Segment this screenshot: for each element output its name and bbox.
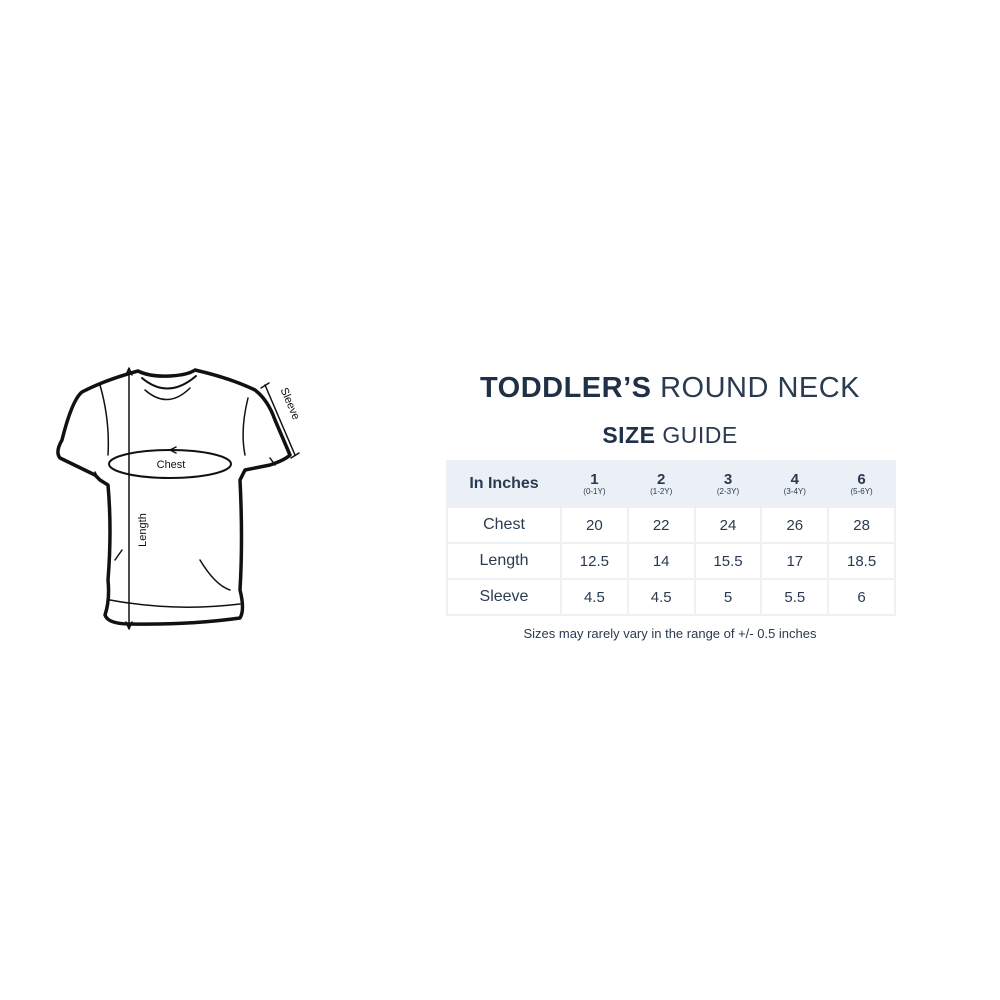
length-label: Length [137,513,149,547]
title-bold: TODDLER’S [479,372,652,404]
table-header-row: In Inches 1 (0-1Y) 2 (1-2Y) 3 (2-3Y) 4 (3-4Y… [446,460,896,508]
table-cell: 5 [693,578,763,616]
sleeve-measure-line [264,384,296,456]
sleeve-label: Sleeve [278,386,302,422]
table-row: Length 12.5 14 15.5 17 18.5 [446,542,896,580]
table-cell: 18.5 [827,542,896,580]
row-label: Length [446,542,562,580]
table-cell: 17 [760,542,830,580]
size-variance-note: Sizes may rarely vary in the range of +/… [523,626,817,641]
size-header: 2 (1-2Y) [626,460,696,508]
size-header: 4 (3-4Y) [760,460,830,508]
chest-label: Chest [157,459,186,471]
table-cell: 14 [626,542,696,580]
size-table: In Inches 1 (0-1Y) 2 (1-2Y) 3 (2-3Y) 4 (3-4Y… [446,460,896,616]
table-cell: 4.5 [626,578,696,616]
table-cell: 22 [626,506,696,544]
size-header: 3 (2-3Y) [693,460,763,508]
size-header: 6 (5-6Y) [827,460,896,508]
table-row: Sleeve 4.5 4.5 5 5.5 6 [446,578,896,616]
shirt-outline [56,368,292,626]
subtitle-bold: SIZE [602,422,656,448]
table-cell: 26 [760,506,830,544]
page-subtitle: SIZE GUIDE [440,422,900,449]
row-label: Sleeve [446,578,562,616]
subtitle-light: GUIDE [662,422,738,448]
tshirt-diagram: Chest Length Sleeve [56,367,302,630]
table-row: Chest 20 22 24 26 28 [446,506,896,544]
page-title: TODDLER’S ROUND NECK [440,372,900,405]
table-cell: 5.5 [760,578,830,616]
row-label: Chest [446,506,562,544]
corner-header: In Inches [446,460,562,508]
title-light: ROUND NECK [660,372,861,404]
table-cell: 28 [827,506,896,544]
table-cell: 6 [827,578,896,616]
table-cell: 12.5 [560,542,629,580]
table-cell: 15.5 [693,542,763,580]
table-cell: 20 [560,506,629,544]
table-cell: 4.5 [560,578,629,616]
table-cell: 24 [693,506,763,544]
size-header: 1 (0-1Y) [560,460,629,508]
